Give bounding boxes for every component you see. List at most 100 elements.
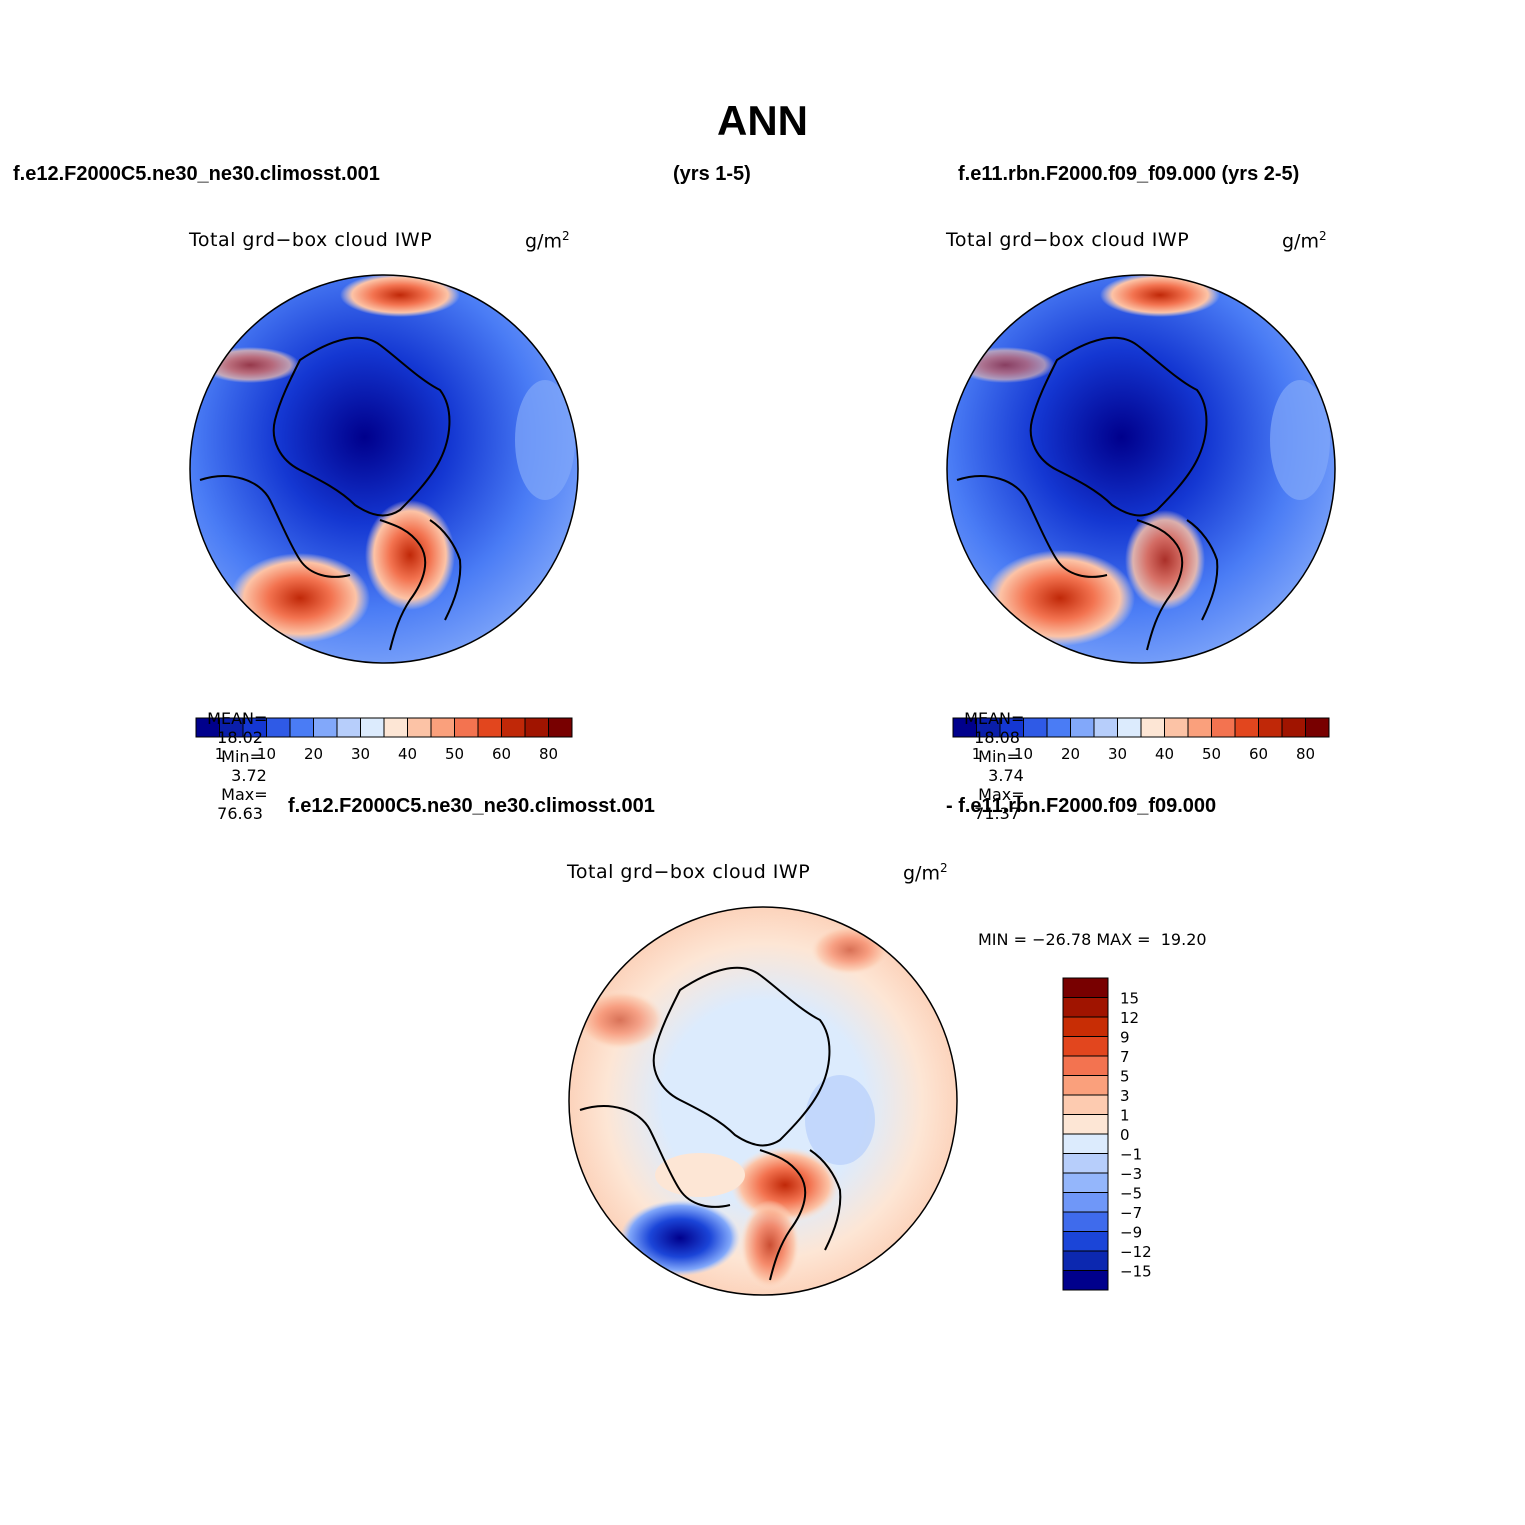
colorbar-panel1-tick-label: 20 [304, 745, 323, 763]
colorbar-diff-swatch [1062, 1250, 1109, 1271]
colorbar-panel2: 1 10 20 30 40 50 60 80 [952, 717, 1330, 763]
colorbar-diff-swatch [1062, 1055, 1109, 1076]
colorbar-diff-tick-label: −1 [1120, 1146, 1142, 1164]
colorbar-diff-tick-label: −5 [1120, 1185, 1142, 1203]
colorbar-panel2-swatch [1023, 717, 1048, 738]
diff-case-right: - f.e11.rbn.F2000.f09_f09.000 [946, 795, 1217, 817]
diff-case-left: f.e12.F2000C5.ne30_ne30.climosst.001 [288, 795, 655, 817]
colorbar-diff-tick-label: 3 [1120, 1087, 1130, 1105]
colorbar-panel1-swatch [313, 717, 338, 738]
colorbar-diff-swatch [1062, 997, 1109, 1018]
colorbar-diff-tick-label: −7 [1120, 1204, 1142, 1222]
colorbar-panel2-tick-label: 20 [1061, 745, 1080, 763]
colorbar-panel1: 1 10 20 30 40 50 60 80 [195, 717, 573, 763]
colorbar-diff-swatch [1062, 1114, 1109, 1135]
colorbar-panel1-tick-label: 1 [215, 745, 225, 763]
colorbar-diff-tick-label: 5 [1120, 1068, 1130, 1086]
case-name-left: f.e12.F2000C5.ne30_ne30.climosst.001 [13, 163, 380, 185]
colorbar-diff-swatch [1062, 1016, 1109, 1037]
colorbar-panel1-swatch [501, 717, 526, 738]
panel1-max-value: 76.63 [217, 804, 263, 823]
polar-map-diff [568, 906, 958, 1296]
colorbar-diff-swatch [1062, 1153, 1109, 1174]
colorbar-panel1-swatch [477, 717, 502, 738]
colorbar-diff-tick-label: −3 [1120, 1165, 1142, 1183]
panel1-max-label: Max= [221, 785, 268, 804]
colorbar-panel2-tick-label: 10 [1014, 745, 1033, 763]
colorbar-diff-tick-label: 1 [1120, 1107, 1130, 1125]
panel2-mean-value: 18.08 [974, 728, 1020, 747]
panel1-mean-value: 18.02 [217, 728, 263, 747]
panel2-max-label: Max= [978, 785, 1025, 804]
panel1-stats: MEAN= 18.02 Min= 3.72 Max= 76.63 [197, 690, 268, 823]
panel1-min-value: 3.72 [231, 766, 267, 785]
colorbar-panel2-swatch [1046, 717, 1071, 738]
colorbar-panel2-swatch [1093, 717, 1118, 738]
colorbar-diff-swatch [1062, 1036, 1109, 1057]
colorbar-panel2-tick-label: 1 [972, 745, 982, 763]
colorbar-panel1-tick-label: 10 [257, 745, 276, 763]
colorbar-panel2-swatch [1281, 717, 1306, 738]
colorbar-panel1-tick-label: 50 [445, 745, 464, 763]
colorbar-panel2-swatch [1164, 717, 1189, 738]
colorbar-panel2-swatch [1234, 717, 1259, 738]
coastline-outline [199, 336, 462, 651]
panel2-variable-label: Total grd−box cloud IWP [946, 229, 1190, 251]
panel2-stats: MEAN= 18.08 Min= 3.74 Max= 71.37 [954, 690, 1025, 823]
colorbar-diff-swatch [1062, 1075, 1109, 1096]
colorbar-diff-tick-label: −12 [1120, 1243, 1152, 1261]
colorbar-panel2-swatch [1211, 717, 1236, 738]
coastline-outline [579, 966, 842, 1281]
coastline-outline [956, 336, 1219, 651]
colorbar-panel2-swatch [1070, 717, 1095, 738]
colorbar-diff-swatch [1062, 977, 1109, 998]
panel2-units: g/m2 [1282, 229, 1327, 252]
panel2-min-label: Min= [978, 747, 1020, 766]
colorbar-panel1-tick-label: 60 [492, 745, 511, 763]
colorbar-panel2-swatch [1187, 717, 1212, 738]
colorbar-panel1-swatch [548, 717, 573, 738]
colorbar-diff-tick-label: −15 [1120, 1263, 1152, 1281]
colorbar-panel1-tick-label: 40 [398, 745, 417, 763]
polar-map-1 [189, 274, 579, 664]
panel1-units-base: g/m [525, 230, 562, 253]
colorbar-panel1-swatch [407, 717, 432, 738]
colorbar-panel1-swatch [360, 717, 385, 738]
diff-units-exp: 2 [939, 861, 948, 875]
colorbar-diff-tick-label: 0 [1120, 1126, 1130, 1144]
panel2-min-value: 3.74 [988, 766, 1024, 785]
colorbar-panel2-tick-label: 80 [1296, 745, 1315, 763]
panel2-units-exp: 2 [1318, 229, 1327, 243]
polar-map-2 [946, 274, 1336, 664]
panel1-min-label: Min= [221, 747, 263, 766]
colorbar-panel2-tick-label: 40 [1155, 745, 1174, 763]
diff-units-base: g/m [903, 862, 940, 885]
colorbar-diff-tick-label: −9 [1120, 1224, 1142, 1242]
colorbar-diff-swatch [1062, 1270, 1109, 1291]
diff-variable-label: Total grd−box cloud IWP [567, 861, 811, 883]
colorbar-panel2-tick-label: 50 [1202, 745, 1221, 763]
colorbar-diff-tick-label: 9 [1120, 1029, 1130, 1047]
colorbar-diff-tick-label: 7 [1120, 1048, 1130, 1066]
panel2-mean-label: MEAN= [964, 709, 1025, 728]
colorbar-panel1-swatch [336, 717, 361, 738]
colorbar-diff-swatch [1062, 1231, 1109, 1252]
colorbar-panel1-swatch [430, 717, 455, 738]
colorbar-panel2-swatch [1140, 717, 1165, 738]
colorbar-diff-swatch [1062, 1172, 1109, 1193]
colorbar-diff-swatch [1062, 1133, 1109, 1154]
figure-title: ANN [717, 97, 808, 144]
colorbar-panel2-swatch [1305, 717, 1330, 738]
colorbar-panel1-swatch [383, 717, 408, 738]
colorbar-panel2-swatch [1117, 717, 1142, 738]
panel1-mean-label: MEAN= [207, 709, 268, 728]
case-name-right: f.e11.rbn.F2000.f09_f09.000 (yrs 2-5) [958, 163, 1300, 185]
colorbar-panel1-swatch [524, 717, 549, 738]
colorbar-panel1-tick-label: 30 [351, 745, 370, 763]
panel1-units: g/m2 [525, 229, 570, 252]
panel1-variable-label: Total grd−box cloud IWP [189, 229, 433, 251]
panel1-units-exp: 2 [561, 229, 570, 243]
panel2-max-value: 71.37 [974, 804, 1020, 823]
